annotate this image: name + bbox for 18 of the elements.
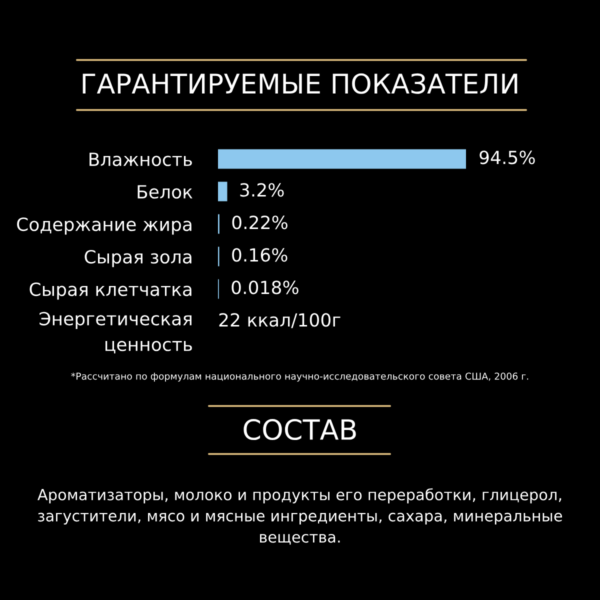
data-label: 0.018% xyxy=(232,280,298,294)
text: Ароматизаторы, молоко и продукты его переработки, глицерол, загустители, мясо и мясные ингредиенты, сахара, минеральные вещества. xyxy=(38,488,562,545)
bar xyxy=(218,149,466,169)
text: СОСТАВ xyxy=(244,419,356,440)
data-label: 3.2% xyxy=(240,183,284,197)
y-tick-label: Содержание жира xyxy=(17,217,192,235)
text: 22 ккал/100г xyxy=(219,313,340,328)
y-tick-label: Влажность xyxy=(90,152,192,166)
y-tick-label: Энергетическая ценность xyxy=(40,312,192,354)
data-label: 0.22% xyxy=(232,216,288,230)
data-label: 94.5% xyxy=(480,150,535,164)
y-tick-label: Сырая клетчатка xyxy=(30,282,192,300)
y-tick-label: Белок xyxy=(138,185,192,199)
y-tick-label: Сырая зола xyxy=(84,250,192,268)
text: *Рассчитано по формулам национального научно-исследовательского совета США, 2006 г. xyxy=(71,372,528,382)
data-label: 0.16% xyxy=(232,248,288,262)
chart-title: ГАРАНТИРУЕМЫЕ ПОКАЗАТЕЛИ xyxy=(82,73,518,94)
bar xyxy=(218,182,228,202)
